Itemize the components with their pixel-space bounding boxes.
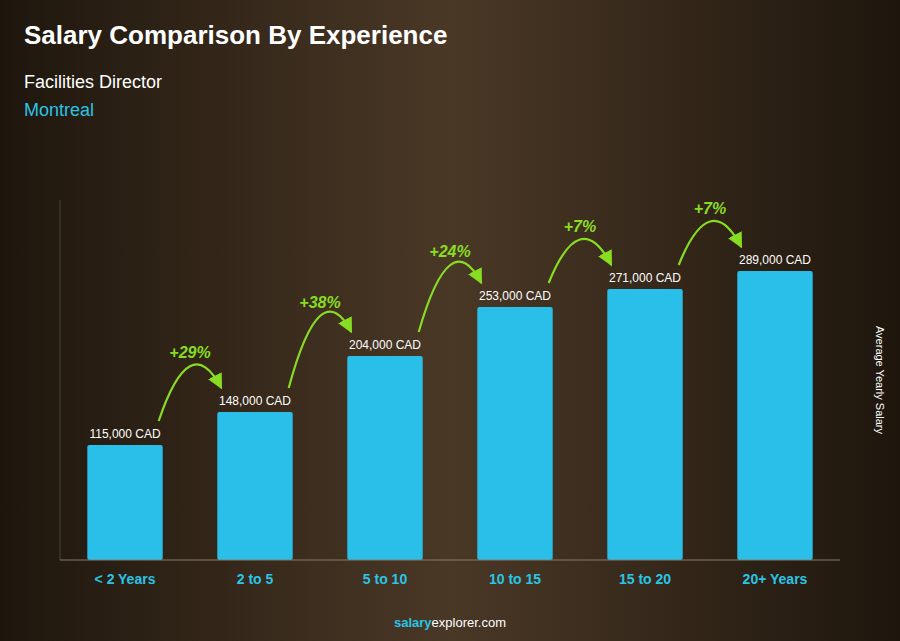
bar [607,289,682,560]
change-arrow [289,312,352,388]
source-part: salary [394,615,432,630]
x-axis-line [60,560,840,561]
chart-container: Salary Comparison By Experience Facilitie… [0,0,900,641]
subtitle: Montreal [24,100,94,120]
annotation: +38% [299,294,340,311]
title: Salary Comparison By Experience [24,20,447,50]
x-tick-label: 10 to 15 [489,571,541,587]
x-tick-label: 2 to 5 [237,571,274,587]
change-arrow [549,239,612,283]
bar [477,307,552,560]
data-label: 289,000 CAD [739,253,811,267]
annotation: +7% [564,218,596,235]
y-axis-line [60,200,61,560]
x-tick-label: 5 to 10 [363,571,408,587]
bar [217,412,292,560]
plot-area [87,271,812,560]
y-axis-label: Average Yearly Salary [874,326,886,435]
change-arrow [679,221,742,265]
change-arrow [419,262,482,332]
background [0,0,900,641]
source: salaryexplorer.com [394,615,506,630]
data-label: 148,000 CAD [219,394,291,408]
data-label: 271,000 CAD [609,271,681,285]
change-arrow [159,364,222,421]
data-label: 253,000 CAD [479,289,551,303]
bar [347,356,422,560]
bar [737,271,812,560]
x-tick-label: 15 to 20 [619,571,671,587]
annotation: +24% [429,243,470,260]
chart-svg: Salary Comparison By Experience Facilitie… [0,0,900,641]
data-label: 115,000 CAD [89,427,160,441]
x-tick-label: < 2 Years [95,571,156,587]
subtitle: Facilities Director [24,72,162,92]
bar [87,445,162,560]
source-part: explorer.com [432,615,506,630]
data-label: 204,000 CAD [349,338,421,352]
x-tick-label: 20+ Years [743,571,808,587]
annotation: +7% [694,200,726,217]
annotation: +29% [169,344,210,361]
